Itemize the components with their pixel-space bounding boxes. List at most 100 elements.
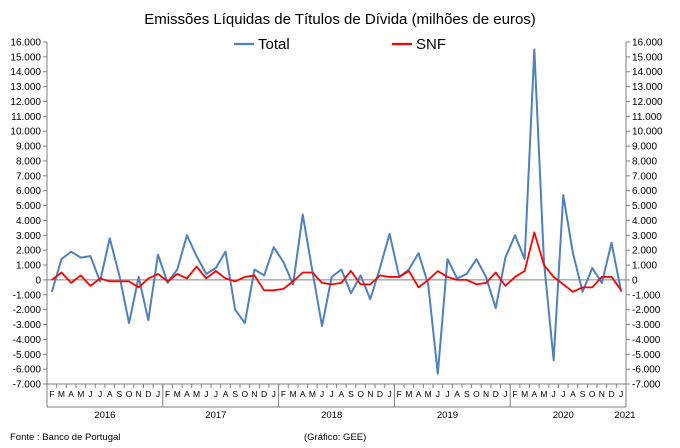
y-tick-label-right: 10.000 — [632, 127, 663, 138]
x-month-label: O — [357, 389, 364, 399]
x-month-label: N — [136, 389, 142, 399]
x-month-label: A — [300, 389, 306, 399]
y-tick-label-left: -7.000 — [13, 380, 42, 391]
legend-label-snf: SNF — [416, 36, 446, 53]
x-month-label: A — [223, 389, 229, 399]
x-year-label: 2019 — [437, 410, 458, 421]
x-month-label: M — [540, 389, 547, 399]
x-month-label: F — [397, 389, 402, 399]
x-month-label: O — [126, 389, 133, 399]
y-tick-label-right: 14.000 — [632, 67, 663, 78]
y-tick-label-left: 2.000 — [16, 246, 41, 257]
y-tick-label-right: 11.000 — [632, 112, 662, 123]
x-month-label: D — [377, 389, 383, 399]
y-tick-label-right: 13.000 — [632, 82, 663, 93]
y-tick-label-left: -5.000 — [13, 350, 42, 361]
x-month-label: A — [338, 389, 344, 399]
x-month-label: M — [521, 389, 528, 399]
y-tick-label-right: -7.000 — [632, 380, 661, 391]
y-tick-label-right: 4.000 — [632, 216, 657, 227]
y-tick-label-left: 13.000 — [10, 82, 41, 93]
x-month-label: S — [117, 389, 123, 399]
y-tick-label-left: 9.000 — [16, 142, 41, 153]
x-month-label: M — [193, 389, 200, 399]
y-tick-label-left: -3.000 — [13, 320, 42, 331]
x-year-label: 2018 — [321, 410, 342, 421]
credit-note: (Gráfico: GEE) — [304, 432, 366, 443]
x-month-label: A — [531, 389, 537, 399]
x-month-label: O — [589, 389, 596, 399]
y-tick-label-left: 6.000 — [16, 186, 41, 197]
x-month-label: N — [483, 389, 489, 399]
x-month-label: J — [436, 389, 440, 399]
x-month-label: M — [58, 389, 65, 399]
x-month-label: D — [261, 389, 267, 399]
x-year-label: 2020 — [553, 410, 574, 421]
x-month-label: J — [552, 389, 556, 399]
y-tick-label-right: 6.000 — [632, 186, 657, 197]
x-month-label: N — [251, 389, 257, 399]
y-tick-label-left: -6.000 — [13, 365, 42, 376]
x-month-label: J — [272, 389, 276, 399]
y-tick-label-right: -1.000 — [632, 290, 661, 301]
x-month-label: J — [156, 389, 160, 399]
x-month-label: F — [49, 389, 54, 399]
y-tick-label-left: -2.000 — [13, 305, 42, 316]
x-month-label: S — [464, 389, 470, 399]
x-month-label: O — [473, 389, 480, 399]
y-tick-label-right: 5.000 — [632, 201, 657, 212]
y-tick-label-left: 4.000 — [16, 216, 41, 227]
x-month-label: J — [330, 389, 334, 399]
x-month-label: F — [281, 389, 286, 399]
y-tick-label-left: 10.000 — [10, 127, 41, 138]
x-month-label: S — [348, 389, 354, 399]
y-tick-label-right: 8.000 — [632, 156, 657, 167]
x-year-label: 2017 — [205, 410, 226, 421]
x-month-label: O — [242, 389, 249, 399]
y-tick-label-right: -5.000 — [632, 350, 661, 361]
x-month-label: D — [145, 389, 151, 399]
y-tick-label-right: 16.000 — [632, 38, 663, 49]
y-tick-label-right: -4.000 — [632, 335, 661, 346]
x-month-label: F — [165, 389, 170, 399]
y-tick-label-left: 11.000 — [11, 112, 41, 123]
x-month-label: M — [425, 389, 432, 399]
y-tick-label-right: 15.000 — [632, 52, 663, 63]
x-month-label: M — [290, 389, 297, 399]
x-month-label: F — [512, 389, 517, 399]
x-month-label: J — [561, 389, 565, 399]
y-tick-label-left: 12.000 — [10, 97, 41, 108]
y-tick-label-right: 1.000 — [632, 261, 657, 272]
x-month-label: A — [416, 389, 422, 399]
y-tick-label-right: -3.000 — [632, 320, 661, 331]
x-year-label: 2016 — [94, 410, 115, 421]
y-tick-label-left: 7.000 — [16, 171, 41, 182]
x-month-label: M — [405, 389, 412, 399]
y-tick-label-right: 3.000 — [632, 231, 657, 242]
series-line-total — [50, 48, 623, 375]
x-month-label: J — [387, 389, 391, 399]
x-month-label: J — [214, 389, 218, 399]
x-month-label: N — [599, 389, 605, 399]
x-month-label: J — [88, 389, 92, 399]
legend-label-total: Total — [258, 36, 290, 53]
y-tick-label-left: 14.000 — [10, 67, 41, 78]
y-tick-label-left: 3.000 — [16, 231, 41, 242]
y-tick-label-right: -6.000 — [632, 365, 661, 376]
y-tick-label-right: 0 — [632, 275, 638, 286]
y-tick-label-right: 2.000 — [632, 246, 657, 257]
y-tick-label-left: -1.000 — [13, 290, 42, 301]
x-month-label: J — [98, 389, 102, 399]
x-month-label: A — [107, 389, 113, 399]
source-note: Fonte : Banco de Portugal — [10, 432, 120, 443]
x-month-label: N — [367, 389, 373, 399]
chart-title: Emissões Líquidas de Títulos de Dívida (… — [144, 11, 536, 28]
y-tick-label-right: 7.000 — [632, 171, 657, 182]
x-month-label: J — [204, 389, 208, 399]
x-month-label: M — [174, 389, 181, 399]
y-tick-label-left: 16.000 — [10, 38, 41, 49]
x-month-label: J — [503, 389, 507, 399]
x-month-label: S — [580, 389, 586, 399]
